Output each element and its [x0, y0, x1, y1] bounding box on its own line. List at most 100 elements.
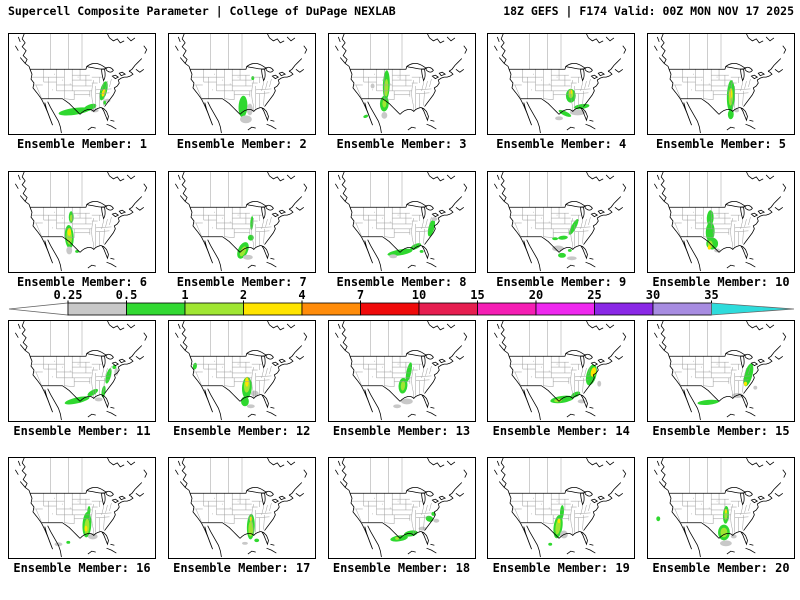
- colorbar-tick-label: 4: [298, 289, 305, 302]
- scp-contour-blob: [251, 76, 255, 81]
- ensemble-member-label: Ensemble Member: 4: [496, 137, 627, 151]
- colorbar-tick-label: 2: [240, 289, 247, 302]
- scp-contours: [656, 506, 737, 547]
- scp-contour-blob: [419, 249, 424, 253]
- scp-contour-blob: [558, 235, 569, 240]
- conus-map: [487, 171, 636, 273]
- colorbar-segment: [184, 302, 244, 316]
- scp-contour-blob: [427, 219, 435, 237]
- colorbar-tick-label: 10: [412, 289, 426, 302]
- scp-contours: [236, 216, 254, 260]
- scp-contour-blob: [112, 365, 117, 370]
- colorbar-segment: [652, 302, 712, 316]
- colorbar-tick-label: 0.25: [54, 289, 83, 302]
- scp-contour-blob: [69, 214, 73, 222]
- ensemble-panel: Ensemble Member: 19: [487, 457, 636, 575]
- ensemble-member-label: Ensemble Member: 13: [332, 424, 471, 438]
- plot-title: Supercell Composite Parameter | College …: [8, 4, 396, 18]
- scp-contours: [552, 219, 579, 261]
- ensemble-member-label: Ensemble Member: 19: [492, 561, 630, 575]
- scp-contour-blob: [362, 114, 368, 118]
- conus-map: [487, 457, 636, 559]
- scp-contour-blob: [104, 98, 111, 103]
- conus-map: [327, 320, 476, 422]
- scp-contour-blob: [66, 540, 71, 544]
- colorbar-segment: [477, 302, 537, 316]
- scp-contour-blob: [87, 506, 91, 516]
- scp-contour-blob: [656, 516, 661, 522]
- conus-map: [647, 457, 795, 559]
- scp-contours: [555, 88, 590, 121]
- colorbar-tick-label: 25: [587, 289, 601, 302]
- ensemble-member-label: Ensemble Member: 9: [496, 275, 627, 289]
- colorbar-segment: [418, 302, 478, 316]
- ensemble-member-label: Ensemble Member: 6: [16, 275, 148, 289]
- conus-map: [327, 33, 476, 135]
- scp-contour-blob: [753, 385, 758, 390]
- ensemble-panel: Ensemble Member: 2: [167, 33, 316, 151]
- scp-contour-blob: [250, 390, 259, 397]
- conus-map: [327, 457, 476, 559]
- panel-row-4: Ensemble Member: 16 Ensemble Member: 17 …: [8, 457, 795, 575]
- colorbar-tick-label: 20: [529, 289, 543, 302]
- ensemble-member-label: Ensemble Member: 20: [652, 561, 790, 575]
- scp-contour-blob: [380, 111, 387, 119]
- ensemble-panel: Ensemble Member: 17: [167, 457, 316, 575]
- scp-contour-blob: [720, 527, 728, 538]
- scp-contour-blob: [430, 217, 437, 222]
- colorbar-tick-label: 30: [646, 289, 660, 302]
- scp-contour-blob: [400, 380, 405, 391]
- scp-contour-blob: [381, 99, 386, 108]
- colorbar-segment: [243, 302, 303, 316]
- ensemble-panel: Ensemble Member: 13: [327, 320, 476, 438]
- scp-contour-blob: [548, 542, 553, 546]
- scp-contours: [54, 506, 98, 547]
- scp-contour-blob: [241, 541, 248, 545]
- ensemble-member-label: Ensemble Member: 7: [176, 275, 307, 289]
- scp-contour-blob: [246, 404, 255, 409]
- scp-contour-blob: [87, 388, 99, 397]
- scp-contour-blob: [84, 525, 88, 532]
- ensemble-panel: Ensemble Member: 10: [647, 171, 795, 289]
- ensemble-member-label: Ensemble Member: 11: [13, 424, 151, 438]
- ensemble-member-label: Ensemble Member: 8: [336, 275, 467, 289]
- scp-contour-blob: [240, 396, 249, 407]
- colorbar-segment: [301, 302, 361, 316]
- colorbar-segment: [67, 302, 127, 316]
- conus-map: [8, 457, 156, 559]
- colorbar-tick-label: 1: [181, 289, 188, 302]
- scp-colorbar: 0.25 0.5 1 2 4 7 10 15 20 25 30 35: [8, 289, 795, 316]
- scp-contour-blob: [555, 116, 564, 121]
- scp-contours: [550, 364, 602, 404]
- scp-contour-blob: [425, 515, 433, 522]
- scp-contour-blob: [705, 222, 715, 242]
- ensemble-panel: Ensemble Member: 20: [647, 457, 795, 575]
- colorbar-tick-label: 0.5: [116, 289, 138, 302]
- ensemble-panel: Ensemble Member: 16: [8, 457, 156, 575]
- ensemble-panel: Ensemble Member: 4: [487, 33, 636, 151]
- conus-map: [647, 33, 795, 135]
- scp-contour-blob: [58, 107, 90, 116]
- colorbar-segment: [594, 302, 654, 316]
- scp-contour-blob: [388, 254, 397, 259]
- conus-map: [167, 320, 316, 422]
- scp-contour-blob: [552, 245, 565, 252]
- scp-contour-blob: [238, 95, 248, 118]
- conus-map: [487, 33, 636, 135]
- scp-contour-blob: [568, 248, 573, 252]
- ensemble-panel: Ensemble Member: 1: [8, 33, 156, 151]
- conus-map: [8, 171, 156, 273]
- conus-map: [167, 171, 316, 273]
- scp-contour-blob: [239, 115, 252, 124]
- colorbar-tick-label: 35: [704, 289, 718, 302]
- ensemble-member-label: Ensemble Member: 16: [13, 561, 151, 575]
- conus-map: [647, 320, 795, 422]
- scp-contour-blob: [567, 256, 577, 261]
- conus-map: [327, 171, 476, 273]
- run-valid-label: 18Z GEFS | F174 Valid: 00Z MON NOV 17 20…: [503, 4, 794, 18]
- scp-contours: [705, 210, 721, 253]
- panel-row-1: Ensemble Member: 1 Ensemble Member: 2 En…: [8, 33, 795, 151]
- ensemble-panel: Ensemble Member: 11: [8, 320, 156, 438]
- ensemble-member-label: Ensemble Member: 3: [336, 137, 467, 151]
- scp-contour-blob: [370, 83, 375, 89]
